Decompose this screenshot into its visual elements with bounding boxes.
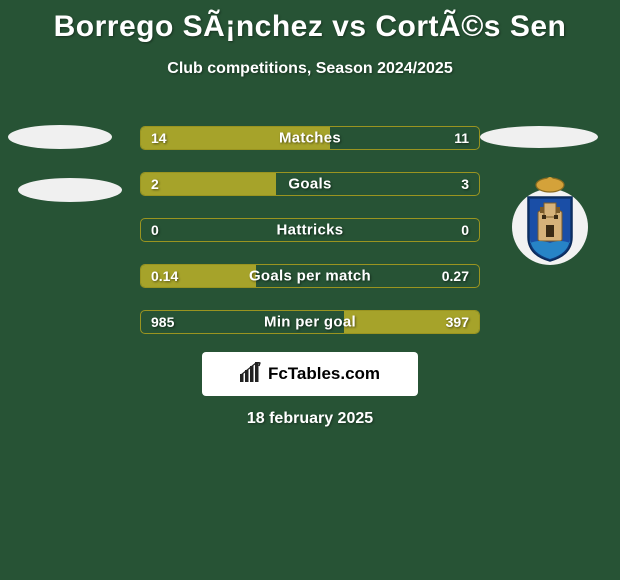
page-title: Borrego SÃ¡nchez vs CortÃ©s Sen [0,0,620,44]
left-player-badge-1 [8,125,112,149]
stat-value-left: 985 [151,314,174,330]
stat-row: 14Matches11 [140,126,480,150]
stat-label: Hattricks [141,222,479,239]
stat-bars: 14Matches11 2Goals3 0Hattricks0 0.14Goals p… [140,126,480,356]
bar-fill-left [141,265,256,287]
subtitle: Club competitions, Season 2024/2025 [0,60,620,78]
stat-value-right: 11 [454,130,469,146]
stat-value-left: 0 [151,222,159,238]
bar-fill-left [141,173,276,195]
logo-text: FcTables.com [268,364,380,384]
right-player-badge-small [480,126,598,148]
stat-value-right: 0 [461,222,469,238]
bar-fill-left [141,127,330,149]
stat-row: 985Min per goal397 [140,310,480,334]
fctables-logo: FcTables.com [202,352,418,396]
stat-row: 0Hattricks0 [140,218,480,242]
stat-row: 0.14Goals per match0.27 [140,264,480,288]
stat-row: 2Goals3 [140,172,480,196]
left-player-badge-2 [18,178,122,202]
stat-value-right: 3 [461,176,469,192]
bar-chart-icon [240,362,262,387]
stat-value-right: 0.27 [442,268,469,284]
bar-fill-right [344,311,479,333]
right-club-crest [498,177,602,265]
report-date: 18 february 2025 [0,410,620,428]
